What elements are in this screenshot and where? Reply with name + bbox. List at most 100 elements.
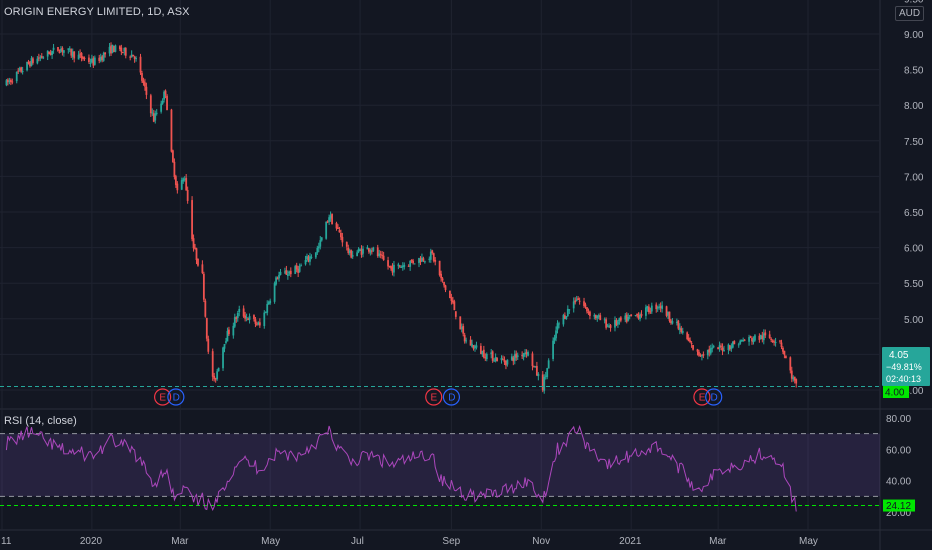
candle-body <box>474 346 476 349</box>
candle-body <box>180 180 183 190</box>
candle-body <box>348 250 351 254</box>
candle-body <box>216 371 219 380</box>
candle-body <box>233 317 236 327</box>
candle-body <box>90 58 93 63</box>
candle-body <box>701 355 703 357</box>
candle-body <box>692 344 694 350</box>
candle-body <box>9 79 12 83</box>
candle-body <box>645 307 647 316</box>
time-tick-label: May <box>799 536 818 547</box>
candle-body <box>650 305 653 312</box>
candle-body <box>630 314 633 317</box>
candle-body <box>566 308 569 317</box>
candle-body <box>350 250 353 258</box>
candle-body <box>325 221 328 239</box>
candle-body <box>482 349 485 358</box>
candle-body <box>636 313 638 315</box>
candle-body <box>370 250 373 252</box>
candle-body <box>144 82 146 87</box>
candle-body <box>372 247 375 251</box>
candle-body <box>547 360 550 369</box>
candle-body <box>297 268 300 273</box>
candle-body <box>565 316 568 320</box>
candle-body <box>675 321 678 323</box>
candle-body <box>577 298 580 300</box>
candle-body <box>681 331 684 333</box>
candle-body <box>646 306 649 309</box>
time-tick-label: Jul <box>351 536 364 547</box>
candle-body <box>42 57 45 59</box>
candle-body <box>718 345 721 348</box>
candle-body <box>727 344 730 351</box>
candle-body <box>742 340 745 342</box>
time-tick-label: 2020 <box>80 536 103 547</box>
candle-body <box>154 113 157 121</box>
candle-body <box>320 237 323 241</box>
candle-body <box>18 68 21 71</box>
rsi-indicator-label[interactable]: RSI (14, close) <box>4 415 77 427</box>
candle-body <box>201 264 204 273</box>
candle-body <box>176 183 179 191</box>
candle-body <box>204 300 207 317</box>
candlestick-series <box>5 42 798 394</box>
candle-body <box>191 200 193 240</box>
dividend-marker[interactable]: D <box>705 388 723 406</box>
candle-body <box>340 232 342 238</box>
candle-body <box>121 52 124 54</box>
event-letter: E <box>159 393 166 404</box>
candle-body <box>469 339 472 346</box>
candle-body <box>225 341 227 343</box>
currency-button[interactable]: AUD <box>895 6 925 21</box>
earnings-marker[interactable]: E <box>425 388 443 406</box>
earnings-marker[interactable]: E <box>154 388 172 406</box>
candle-body <box>300 265 303 267</box>
candle-body <box>378 253 381 256</box>
price-tick-label: 7.00 <box>904 172 924 183</box>
candle-body <box>267 302 270 305</box>
candle-body <box>770 338 773 340</box>
candle-body <box>543 376 546 391</box>
candle-body <box>379 253 382 255</box>
candle-body <box>541 374 544 391</box>
candle-body <box>795 379 798 384</box>
candle-body <box>67 48 70 50</box>
candle-body <box>247 318 249 321</box>
candle-body <box>453 301 456 311</box>
candle-body <box>534 366 537 368</box>
candle-body <box>451 300 454 303</box>
candle-body <box>503 359 506 363</box>
candle-body <box>329 215 332 219</box>
dividend-marker[interactable]: D <box>167 388 185 406</box>
candle-body <box>419 259 422 263</box>
candle-body <box>70 49 73 56</box>
candle-body <box>304 260 307 265</box>
candle-body <box>328 217 331 222</box>
candle-body <box>793 376 796 381</box>
candle-body <box>40 56 43 58</box>
candle-body <box>245 317 248 319</box>
candle-body <box>331 214 333 225</box>
candle-body <box>680 328 683 332</box>
price-tick-label: 9.50 <box>904 0 924 5</box>
candle-body <box>170 109 173 152</box>
candle-body <box>36 58 39 64</box>
candle-body <box>183 178 186 180</box>
candle-body <box>77 54 80 60</box>
candle-body <box>6 79 9 83</box>
candle-body <box>751 338 753 342</box>
candle-body <box>516 355 519 357</box>
candle-body <box>555 330 557 339</box>
candle-body <box>717 347 720 350</box>
candle-body <box>768 334 771 339</box>
dividend-marker[interactable]: D <box>442 388 461 406</box>
candle-body <box>614 319 616 328</box>
candle-body <box>699 354 702 356</box>
candle-body <box>185 177 188 191</box>
candle-body <box>46 50 49 57</box>
candle-body <box>89 62 92 64</box>
candle-body <box>366 247 369 250</box>
earnings-marker[interactable]: E <box>693 388 711 406</box>
candle-body <box>667 311 669 316</box>
